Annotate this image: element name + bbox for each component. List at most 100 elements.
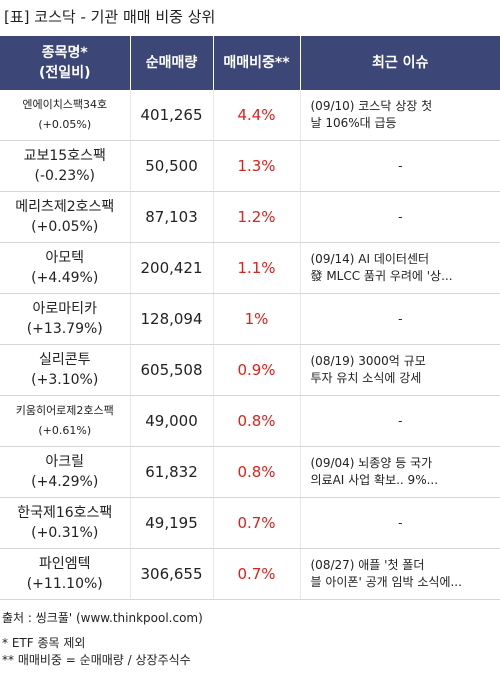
footer: 출처 : 씽크풀' (www.thinkpool.com) * ETF 종목 제… xyxy=(2,610,203,669)
ratio: 1% xyxy=(212,293,300,345)
text-line: (09/14) AI 데이터센터 xyxy=(310,252,430,266)
issue: - xyxy=(299,140,500,192)
column-header: 종목명* (전일비) xyxy=(0,36,130,90)
volume: 128,094 xyxy=(129,293,213,345)
table-row: 엔에이치스팩34호 (+0.05%) 401,265 4.4% (09/10) 코스닥 … xyxy=(0,90,500,141)
table-body: 엔에이치스팩34호 (+0.05%) 401,265 4.4% (09/10) 코스닥 … xyxy=(0,90,500,600)
ratio: 0.7% xyxy=(212,497,300,549)
table-row: 아로마티카 (+13.79%) 128,094 1% - xyxy=(0,293,500,345)
stock-cell: 실리콘투 (+3.10%) xyxy=(0,344,130,396)
table-row: 메리츠제2호스팩 (+0.05%) 87,103 1.2% - xyxy=(0,191,500,243)
text-line: 블 아이폰' 공개 임박 소식에... xyxy=(310,575,462,589)
stock-name: 교보15호스팩 xyxy=(23,148,106,164)
note: * ETF 종목 제외 xyxy=(2,636,86,650)
column-header: 매매비중** xyxy=(212,36,300,90)
ratio: 1.1% xyxy=(212,242,300,294)
stock-cell: 교보15호스팩 (-0.23%) xyxy=(0,140,130,192)
text-line: (전일비) xyxy=(39,65,91,81)
stock-name: 실리콘투 xyxy=(38,352,91,368)
stock-cell: 메리츠제2호스팩 (+0.05%) xyxy=(0,191,130,243)
stock-name: 아모텍 xyxy=(45,250,85,266)
stock-name: 메리츠제2호스팩 xyxy=(15,199,115,215)
source: 출처 : 씽크풀' (www.thinkpool.com) xyxy=(2,611,203,625)
stock-name: 한국제16호스팩 xyxy=(17,505,113,521)
stock-cell: 아로마티카 (+13.79%) xyxy=(0,293,130,345)
volume: 49,000 xyxy=(129,395,213,447)
volume: 306,655 xyxy=(129,548,213,600)
issue: (09/14) AI 데이터센터 發 MLCC 품귀 우려에 '상... xyxy=(299,242,500,294)
stock-cell: 아크릴 (+4.29%) xyxy=(0,446,130,498)
ratio: 0.8% xyxy=(212,446,300,498)
stock-cell: 한국제16호스팩 (+0.31%) xyxy=(0,497,130,549)
volume: 49,195 xyxy=(129,497,213,549)
ratio: 0.8% xyxy=(212,395,300,447)
text-line: (09/04) 뇌종양 등 국가 xyxy=(310,456,433,470)
table-row: 아크릴 (+4.29%) 61,832 0.8% (09/04) 뇌종양 등 국가 의료A… xyxy=(0,446,500,498)
text-line: - xyxy=(398,413,403,428)
text-line: (08/19) 3000억 규모 xyxy=(310,354,426,368)
issue: - xyxy=(299,395,500,447)
volume: 401,265 xyxy=(129,90,213,141)
ratio: 1.2% xyxy=(212,191,300,243)
ratio: 0.9% xyxy=(212,344,300,396)
table-row: 파인엠텍 (+11.10%) 306,655 0.7% (08/27) 애플 '첫 폴더… xyxy=(0,548,500,600)
volume: 605,508 xyxy=(129,344,213,396)
stock-name: 파인엠텍 xyxy=(38,556,91,572)
stock-name: 아크릴 xyxy=(45,454,85,470)
table-row: 키움히어로제2호스팩 (+0.61%) 49,000 0.8% - xyxy=(0,395,500,447)
text-line: 투자 유치 소식에 강세 xyxy=(310,371,422,385)
change: (-0.23%) xyxy=(34,168,95,184)
text-line: - xyxy=(398,311,403,326)
table-row: 아모텍 (+4.49%) 200,421 1.1% (09/14) AI 데이터센터 發 … xyxy=(0,242,500,294)
column-header: 순매매량 xyxy=(129,36,213,90)
text-line: - xyxy=(398,515,403,530)
column-header: 최근 이슈 xyxy=(299,36,500,90)
text-line: 날 106%대 급등 xyxy=(310,116,397,130)
stock-cell: 키움히어로제2호스팩 (+0.61%) xyxy=(0,395,130,447)
issue: (09/04) 뇌종양 등 국가 의료AI 사업 확보.. 9%... xyxy=(299,446,500,498)
change: (+0.61%) xyxy=(38,424,92,437)
volume: 50,500 xyxy=(129,140,213,192)
change: (+4.49%) xyxy=(31,270,99,286)
issue: - xyxy=(299,293,500,345)
issue: - xyxy=(299,191,500,243)
volume: 200,421 xyxy=(129,242,213,294)
text-line: - xyxy=(398,209,403,224)
text-line: 순매매량 xyxy=(145,55,198,71)
text-line: 최근 이슈 xyxy=(372,55,429,71)
stock-name: 엔에이치스팩34호 xyxy=(22,98,108,111)
change: (+3.10%) xyxy=(31,372,99,388)
table-row: 교보15호스팩 (-0.23%) 50,500 1.3% - xyxy=(0,140,500,192)
change: (+13.79%) xyxy=(26,321,103,337)
volume: 61,832 xyxy=(129,446,213,498)
text-line: - xyxy=(398,158,403,173)
change: (+11.10%) xyxy=(26,576,103,592)
header-row: 종목명* (전일비) 순매매량 매매비중** 최근 이슈 xyxy=(0,36,500,90)
note: ** 매매비중 = 순매매량 / 상장주식수 xyxy=(2,653,191,667)
volume: 87,103 xyxy=(129,191,213,243)
change: (+0.05%) xyxy=(31,219,99,235)
text-line: 매매비중** xyxy=(223,55,290,71)
issue: - xyxy=(299,497,500,549)
title: [표] 코스닥 - 기관 매매 비중 상위 xyxy=(4,8,216,26)
change: (+0.05%) xyxy=(38,118,92,131)
change: (+4.29%) xyxy=(31,474,99,490)
stock-cell: 엔에이치스팩34호 (+0.05%) xyxy=(0,90,130,141)
stock-name: 키움히어로제2호스팩 xyxy=(15,404,114,417)
ratio: 4.4% xyxy=(212,90,300,141)
table-row: 실리콘투 (+3.10%) 605,508 0.9% (08/19) 3000억 규모 투… xyxy=(0,344,500,396)
stock-cell: 아모텍 (+4.49%) xyxy=(0,242,130,294)
ratio: 0.7% xyxy=(212,548,300,600)
stock-name: 아로마티카 xyxy=(32,301,97,317)
text-line: (08/27) 애플 '첫 폴더 xyxy=(310,558,425,572)
table: 종목명* (전일비) 순매매량 매매비중** 최근 이슈 엔에이치스팩34호 (+0.05… xyxy=(0,36,500,600)
change: (+0.31%) xyxy=(31,525,99,541)
text-line: (09/10) 코스닥 상장 첫 xyxy=(310,99,433,113)
table-row: 한국제16호스팩 (+0.31%) 49,195 0.7% - xyxy=(0,497,500,549)
text-line: 發 MLCC 품귀 우려에 '상... xyxy=(310,269,453,283)
text-line: 종목명* xyxy=(41,45,88,61)
stock-cell: 파인엠텍 (+11.10%) xyxy=(0,548,130,600)
